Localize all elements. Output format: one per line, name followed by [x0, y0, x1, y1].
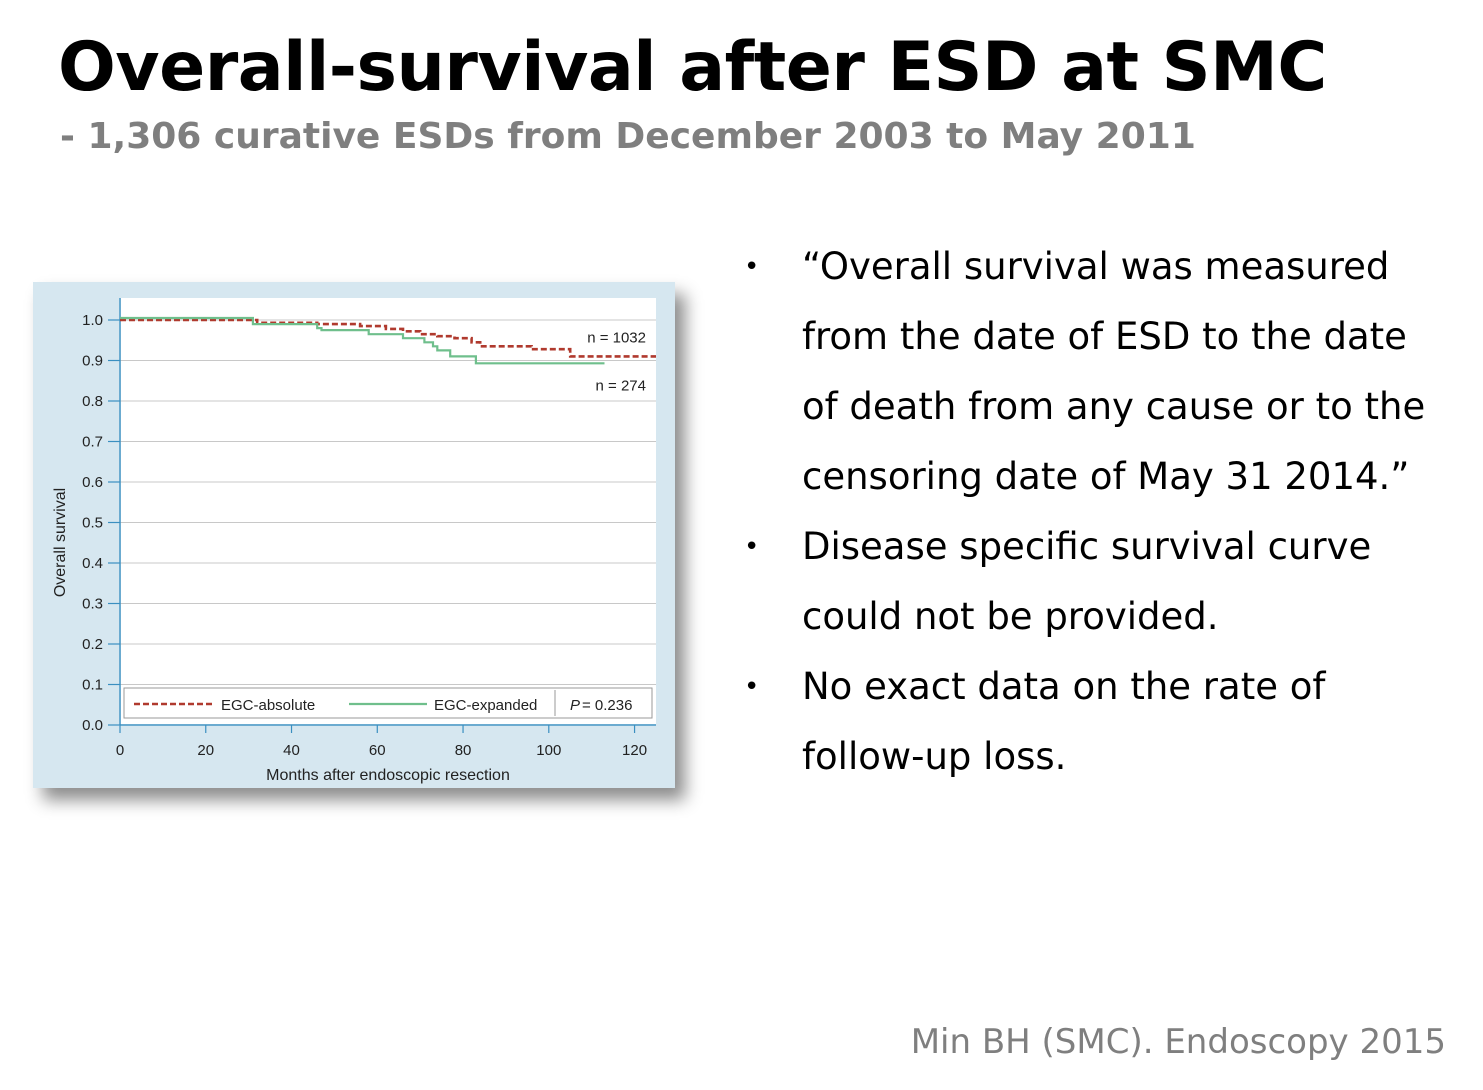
y-tick-label: 0.5	[82, 515, 103, 532]
x-tick-label: 0	[116, 742, 124, 759]
series-lines	[120, 316, 656, 365]
x-tick-label: 80	[455, 742, 472, 759]
bullet-item: • Disease specific survival curve could …	[740, 512, 1440, 652]
legend-label: EGC-expanded	[434, 697, 537, 714]
y-tick-label: 1.0	[82, 312, 103, 329]
bullet-item: • “Overall survival was measured from th…	[740, 232, 1440, 512]
survival-chart-figure: 0.0 0.1 0.2 0.3 0.4 0.5 0.6 0.7 0.8 0.9 1.0 0 20 40 60…	[33, 282, 675, 788]
p-value-label: = 0.236	[582, 697, 632, 714]
y-tick-label: 0.1	[82, 677, 103, 694]
x-tick-label: 60	[369, 742, 386, 759]
bullet-dot: •	[744, 532, 760, 562]
page-subtitle: - 1,306 curative ESDs from December 2003…	[60, 116, 1196, 157]
p-value-symbol: P	[570, 697, 580, 714]
y-axis-title: Overall survival	[52, 488, 69, 597]
page-title: Overall-survival after ESD at SMC	[58, 28, 1327, 107]
bullet-dot: •	[744, 672, 760, 702]
chart-labels: Months after endoscopic resection Overall…	[52, 329, 646, 784]
x-tick-label: 100	[536, 742, 561, 759]
bullet-text: “Overall survival was measured from the …	[802, 245, 1426, 498]
axes: 0.0 0.1 0.2 0.3 0.4 0.5 0.6 0.7 0.8 0.9 1.0 0 20 40 60…	[82, 298, 656, 759]
x-axis-title: Months after endoscopic resection	[266, 767, 510, 784]
y-tick-label: 0.9	[82, 353, 103, 370]
x-tick-label: 40	[283, 742, 300, 759]
y-tick-label: 0.4	[82, 555, 103, 572]
series-line-egc-absolute	[120, 318, 656, 358]
series-n-label: n = 274	[596, 377, 646, 394]
series-line-egc-expanded	[120, 316, 605, 365]
series-n-label: n = 1032	[587, 329, 646, 346]
y-tick-label: 0.2	[82, 636, 103, 653]
grid-lines	[120, 319, 656, 685]
legend-label: EGC-absolute	[221, 697, 315, 714]
y-tick-label: 0.0	[82, 717, 103, 734]
y-tick-label: 0.7	[82, 434, 103, 451]
bullet-text: Disease specific survival curve could no…	[802, 525, 1372, 638]
chart-legend: EGC-absolute EGC-expanded P = 0.236	[123, 687, 653, 719]
x-tick-label: 120	[622, 742, 647, 759]
survival-chart: 0.0 0.1 0.2 0.3 0.4 0.5 0.6 0.7 0.8 0.9 1.0 0 20 40 60…	[52, 298, 656, 784]
bullet-dot: •	[744, 252, 760, 282]
y-tick-label: 0.3	[82, 596, 103, 613]
bullet-item: • No exact data on the rate of follow-up…	[740, 652, 1440, 792]
citation: Min BH (SMC). Endoscopy 2015	[910, 1022, 1446, 1062]
bullet-text: No exact data on the rate of follow-up l…	[802, 665, 1326, 778]
bullet-list: • “Overall survival was measured from th…	[740, 232, 1440, 792]
plot-area	[119, 298, 656, 726]
y-tick-label: 0.6	[82, 474, 103, 491]
x-tick-label: 20	[197, 742, 214, 759]
y-tick-label: 0.8	[82, 393, 103, 410]
